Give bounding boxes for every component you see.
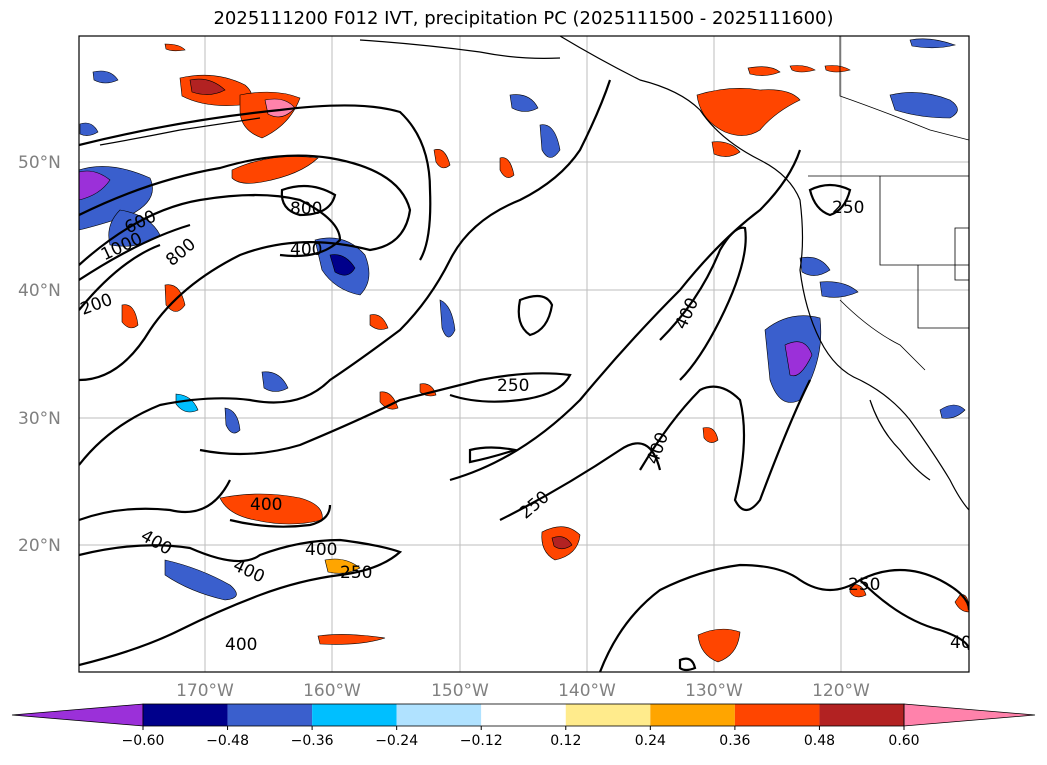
contour-label: 400 [225,635,257,655]
contour-label: 400 [290,240,322,260]
contour-label: 40 [950,633,972,653]
colorbar-tick-label: −0.60 [122,733,165,749]
colorbar-tick-label: 0.60 [888,733,919,749]
colorbar-tick-label: −0.48 [206,733,249,749]
colorbar-border [142,703,905,727]
contour-label: 400 [250,495,282,515]
colorbar-segment [819,704,904,726]
colorbar-extend-low [11,703,144,727]
lon-label: 130°W [685,681,743,701]
colorbar-tick-label: 0.24 [635,733,666,749]
lat-label: 50°N [18,153,61,173]
coastlines [99,36,969,511]
map-frame [78,35,970,673]
map-title: 2025111200 F012 IVT, precipitation PC (2… [213,8,834,29]
lat-label: 20°N [18,536,61,556]
colorbar-tick-label: −0.36 [291,733,334,749]
lon-label: 170°W [176,681,234,701]
contour-label: 250 [832,198,864,218]
colorbar-segment [143,704,228,726]
colorbar: −0.60 −0.48 −0.36 −0.24 −0.12 0.12 0.24 0.36 0.4… [11,703,1036,749]
positive-precip-areas [121,43,969,663]
contour-label: 250 [497,376,529,396]
ivt-contours [79,79,969,672]
colorbar-segment [650,704,735,726]
colorbar-tick-label: 0.12 [550,733,581,749]
colorbar-segment [227,704,313,726]
colorbar-tick-label: 0.48 [804,733,835,749]
borders [808,36,969,371]
lon-label: 120°W [812,681,870,701]
colorbar-tick-label: −0.24 [375,733,418,749]
latitude-labels: 50°N 40°N 30°N 20°N [18,153,61,556]
lon-label: 140°W [558,681,616,701]
colorbar-extend-high [903,703,1036,727]
map-panel: 800 400 800 1000 600 200 250 400 250 400… [79,36,972,672]
contour-label: 250 [848,575,880,595]
contour-label: 400 [305,540,337,560]
colorbar-tick-label: 0.36 [719,733,750,749]
colorbar-tick-label: −0.12 [460,733,503,749]
lon-label: 160°W [303,681,361,701]
lat-label: 30°N [18,409,61,429]
contour-label: 250 [340,563,372,583]
lon-label: 150°W [431,681,489,701]
colorbar-segment [396,704,482,726]
colorbar-segment [312,704,397,726]
contour-label: 800 [290,199,322,219]
colorbar-segment [565,704,651,726]
colorbar-segment [481,704,566,726]
longitude-labels: 170°W 160°W 150°W 140°W 130°W 120°W [176,681,870,701]
lat-label: 40°N [18,281,61,301]
colorbar-segment [734,704,820,726]
